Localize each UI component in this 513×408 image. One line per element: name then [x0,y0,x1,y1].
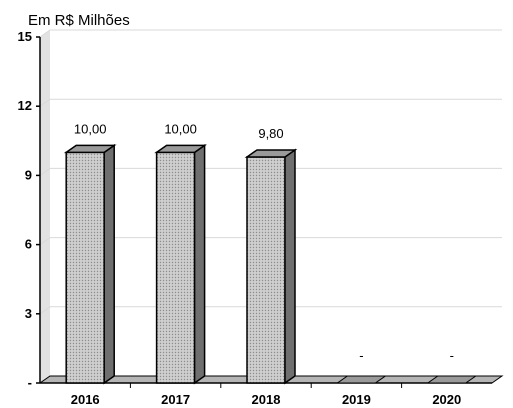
gridline-side [39,98,51,107]
data-label: 10,00 [164,121,197,136]
x-tick-label: 2016 [71,392,100,407]
y-tick-label: 6 [25,237,32,252]
y-tick-label: 15 [18,29,32,44]
x-tick-label: 2017 [161,392,190,407]
data-label: 9,80 [258,126,283,141]
bar-flat [426,375,478,384]
side-wall [40,30,50,383]
y-tick-label: 3 [25,306,32,321]
bar-face [155,151,196,384]
unit-label: Em R$ Milhões [28,12,130,29]
gridline-side [39,167,51,176]
bar-top [154,144,207,154]
y-tick-label: - [28,375,32,390]
bar-face [246,156,286,384]
bar-side [193,143,206,385]
plot-area: - 3 6 9 12 15 10,00 2016 10,00 2017 9,80 2018 - 2019 -… [18,29,504,407]
data-label: - [359,348,363,363]
y-tick-label: 9 [25,167,32,182]
x-tick-label: 2018 [252,392,281,407]
gridline-side [39,306,51,315]
y-tick-label: 12 [18,98,32,113]
bar-top [63,144,117,154]
bar-side [103,143,115,385]
bar-flat [335,375,387,384]
gridline-side [39,237,51,246]
x-tick-label: 2020 [432,392,461,407]
x-tick-label: 2019 [342,392,371,407]
bar-side [284,148,296,385]
bar-top [244,149,298,158]
data-label: - [450,348,454,363]
bar-face [65,151,105,384]
gridline-side [39,29,51,38]
data-label: 10,00 [74,121,107,136]
